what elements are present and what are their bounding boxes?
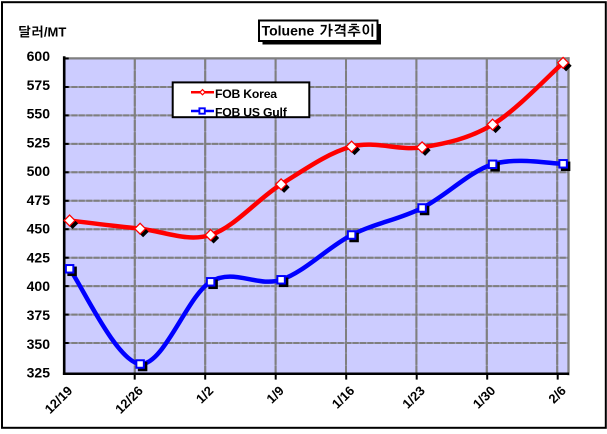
svg-text:475: 475 <box>27 192 51 208</box>
svg-text:500: 500 <box>27 163 51 179</box>
svg-text:400: 400 <box>27 278 51 294</box>
svg-text:525: 525 <box>27 134 51 150</box>
svg-text:575: 575 <box>27 77 51 93</box>
svg-text:325: 325 <box>27 365 51 381</box>
svg-text:550: 550 <box>27 106 51 122</box>
svg-text:Toluene: Toluene <box>262 23 315 39</box>
svg-text:FOB US Gulf: FOB US Gulf <box>215 105 288 119</box>
svg-text:450: 450 <box>27 221 51 237</box>
svg-text:600: 600 <box>27 48 51 64</box>
svg-text:/MT: /MT <box>44 25 66 40</box>
svg-text:FOB Korea: FOB Korea <box>215 87 277 101</box>
svg-text:350: 350 <box>27 336 51 352</box>
svg-text:375: 375 <box>27 307 51 323</box>
svg-text:425: 425 <box>27 250 51 266</box>
